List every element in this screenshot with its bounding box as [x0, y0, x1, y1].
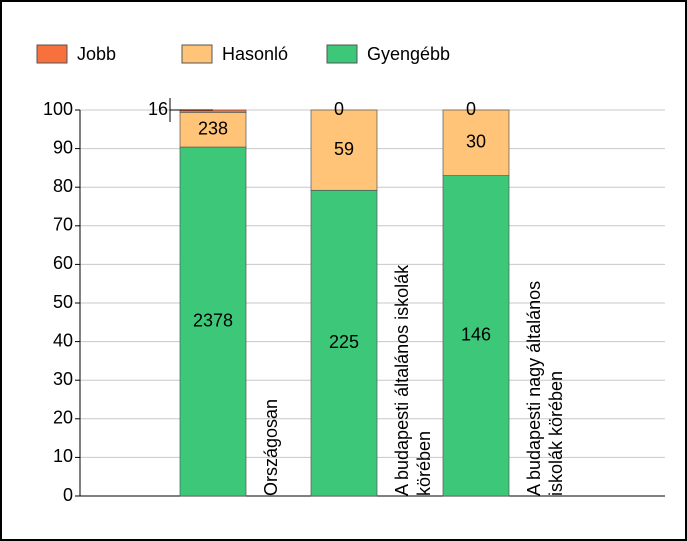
y-tick-label: 20 [53, 408, 73, 428]
value-label: 30 [466, 132, 486, 152]
y-tick-label: 30 [53, 369, 73, 389]
legend-swatch [326, 44, 358, 64]
bar-segment [310, 189, 378, 497]
y-tick-label: 40 [53, 330, 73, 350]
legend-swatch [181, 44, 213, 64]
bar-segment [179, 146, 247, 497]
y-tick-label: 90 [53, 137, 73, 157]
legend-label: Hasonló [222, 44, 288, 64]
y-tick-label: 0 [63, 485, 73, 505]
y-tick-label: 10 [53, 446, 73, 466]
legend-swatch [36, 44, 68, 64]
bar-segment [442, 109, 510, 176]
bar-segment [442, 175, 510, 497]
value-label: 16 [148, 99, 168, 119]
value-label: 146 [461, 325, 491, 345]
y-tick-label: 50 [53, 292, 73, 312]
value-label: 0 [466, 99, 476, 119]
x-tick-label: Országosan [261, 398, 281, 496]
y-tick-label: 70 [53, 215, 73, 235]
value-label: 0 [334, 99, 344, 119]
value-label: 225 [329, 332, 359, 352]
value-label: 59 [334, 139, 354, 159]
y-tick-label: 60 [53, 253, 73, 273]
bar-segment [310, 109, 378, 191]
value-label: 2378 [193, 310, 233, 330]
x-tick-label: A budapesti általános iskolák körében [392, 264, 434, 496]
y-tick-label: 100 [43, 99, 73, 119]
y-tick-label: 80 [53, 176, 73, 196]
legend-label: Jobb [77, 44, 116, 64]
x-tick-label: A budapesti nagy általános iskolák köréb… [524, 280, 566, 496]
legend-label: Gyengébb [367, 44, 450, 64]
value-label: 238 [198, 118, 228, 138]
